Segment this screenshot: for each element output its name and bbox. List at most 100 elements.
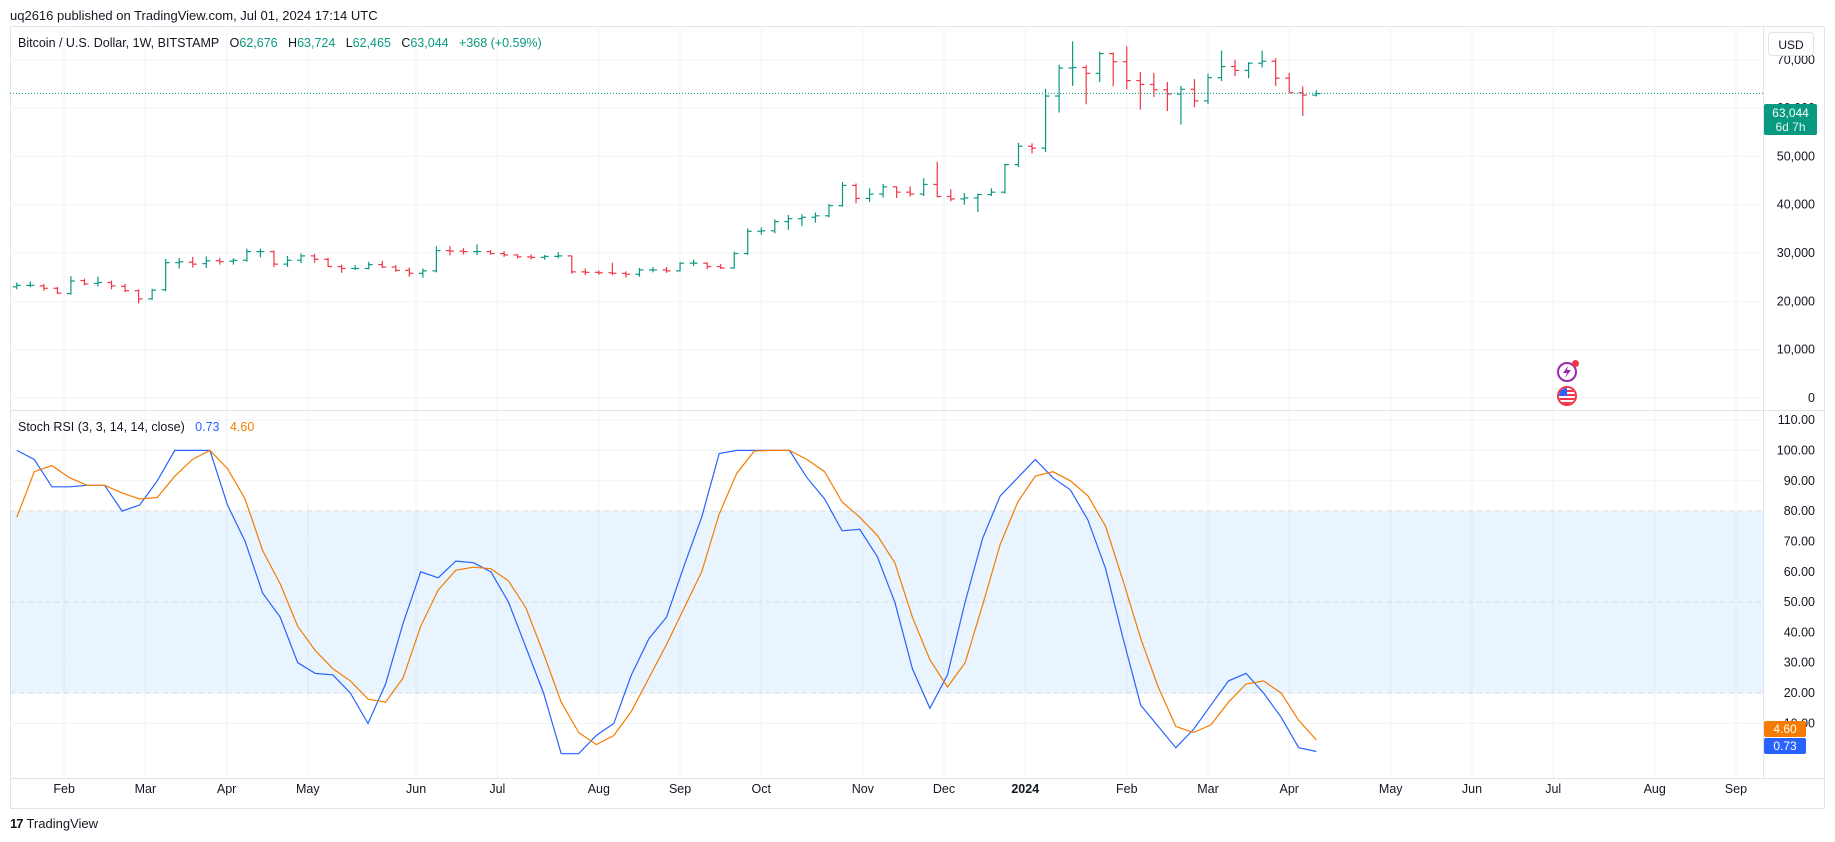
open-value: 62,676	[239, 36, 278, 50]
osc-axis-tick: 90.00	[1784, 474, 1815, 488]
ohlc-bar	[459, 248, 468, 255]
us-flag-event-icon[interactable]	[1557, 386, 1577, 406]
ohlc-bar	[1217, 50, 1226, 82]
ohlc-bar	[1190, 79, 1199, 108]
osc-axis-tick: 60.00	[1784, 565, 1815, 579]
ohlc-bar	[743, 228, 752, 255]
osc-axis-tick: 70.00	[1784, 534, 1815, 548]
lightning-event-icon[interactable]	[1557, 360, 1579, 382]
time-axis-label: Jul	[489, 782, 505, 796]
currency-button[interactable]: USD	[1768, 32, 1814, 56]
ohlc-bar	[1082, 65, 1091, 105]
ohlc-bar	[242, 248, 251, 262]
ohlc-bar	[567, 255, 576, 274]
stoch-d-line	[16, 449, 1317, 746]
ohlc-bar	[797, 214, 806, 226]
time-axis-label: May	[296, 782, 320, 796]
ohlc-bar	[973, 193, 982, 212]
ohlc-bar	[1312, 90, 1321, 97]
low-label: L	[345, 36, 353, 50]
ohlc-bar	[527, 254, 536, 260]
last-price-badge: 63,044 6d 7h	[1764, 104, 1817, 135]
ohlc-bar	[473, 244, 482, 255]
ohlc-bar	[161, 258, 170, 292]
ohlc-bar	[202, 256, 211, 268]
ohlc-bar	[432, 246, 441, 273]
ohlc-bar	[1068, 41, 1077, 86]
time-axis-label: Oct	[752, 782, 772, 796]
osc-axis-tick: 50.00	[1784, 595, 1815, 609]
ohlc-bar	[946, 189, 955, 202]
ohlc-bar	[500, 251, 509, 257]
ohlc-bar	[838, 182, 847, 207]
time-axis-label: Nov	[852, 782, 875, 796]
ohlc-bar	[324, 257, 333, 268]
ohlc-bar	[269, 250, 278, 268]
osc-axis-tick: 80.00	[1784, 504, 1815, 518]
time-axis-label: Jul	[1545, 782, 1561, 796]
ohlc-bar	[310, 253, 319, 263]
ohlc-bar	[648, 267, 657, 273]
ohlc-bar	[703, 262, 712, 270]
ohlc-bar	[865, 188, 874, 202]
ohlc-bar	[391, 265, 400, 272]
symbol-title[interactable]: Bitcoin / U.S. Dollar, 1W, BITSTAMP	[18, 36, 220, 50]
ohlc-bar	[730, 251, 739, 269]
price-axis-tick: 10,000	[1777, 343, 1815, 357]
ohlc-bar	[513, 254, 522, 259]
ohlc-bar	[1271, 58, 1280, 86]
ohlc-bar	[12, 282, 21, 290]
ohlc-bar	[608, 262, 617, 276]
tradingview-brand: TradingView	[26, 816, 99, 831]
time-axis-label: 2024	[1011, 782, 1039, 796]
ohlc-bar	[879, 183, 888, 198]
ohlc-bar	[919, 178, 928, 197]
ohlc-bar	[1014, 142, 1023, 168]
d-value-badge: 4.60	[1764, 721, 1806, 737]
d-legend-value: 4.60	[229, 420, 255, 434]
time-axis-label: Aug	[588, 782, 610, 796]
price-change: +368 (+0.59%)	[459, 36, 542, 50]
ohlc-bar	[770, 219, 779, 234]
osc-axis-tick: 30.00	[1784, 656, 1815, 670]
ohlc-bar	[554, 252, 563, 259]
ohlc-bar	[148, 288, 157, 300]
close-value: 63,044	[410, 36, 449, 50]
ohlc-bar	[486, 250, 495, 255]
ohlc-bar	[594, 270, 603, 275]
ohlc-bar	[635, 267, 644, 277]
ohlc-bar	[188, 256, 197, 268]
ohlc-bar	[581, 268, 590, 276]
ohlc-bar	[1231, 59, 1240, 77]
ohlc-bar	[824, 203, 833, 218]
ohlc-bar	[337, 264, 346, 273]
time-axis-label: Mar	[1197, 782, 1219, 796]
high-label: H	[288, 36, 298, 50]
ohlc-bar	[364, 261, 373, 270]
stoch-k-line	[16, 449, 1317, 755]
osc-axis-tick: 100.00	[1777, 443, 1815, 457]
k-legend-value: 0.73	[195, 420, 220, 434]
tradingview-logo-icon: 17	[10, 816, 24, 831]
time-axis-label: Jun	[1462, 782, 1482, 796]
time-axis-label: Apr	[1279, 782, 1298, 796]
ohlc-bar	[1122, 46, 1131, 90]
ohlc-bar	[283, 255, 292, 268]
ohlc-bar	[229, 258, 238, 265]
indicator-title[interactable]: Stoch RSI (3, 3, 14, 14, close)	[18, 420, 185, 434]
tradingview-logo[interactable]: 17 TradingView	[10, 816, 98, 831]
close-label: C	[401, 36, 411, 50]
osc-axis-tick: 110.00	[1778, 413, 1815, 427]
ohlc-bar	[676, 262, 685, 272]
indicator-legend: Stoch RSI (3, 3, 14, 14, close) 0.73 4.6…	[18, 420, 254, 434]
time-axis-label: Sep	[1725, 782, 1747, 796]
k-value-badge: 0.73	[1764, 738, 1806, 754]
ohlc-bar	[1298, 86, 1307, 116]
ohlc-bar	[621, 271, 630, 278]
ohlc-bar	[1285, 72, 1294, 94]
price-axis-tick: 40,000	[1777, 198, 1815, 212]
price-axis-tick: 50,000	[1777, 149, 1815, 163]
ohlc-bar	[987, 188, 996, 197]
time-axis-label: Feb	[53, 782, 75, 796]
